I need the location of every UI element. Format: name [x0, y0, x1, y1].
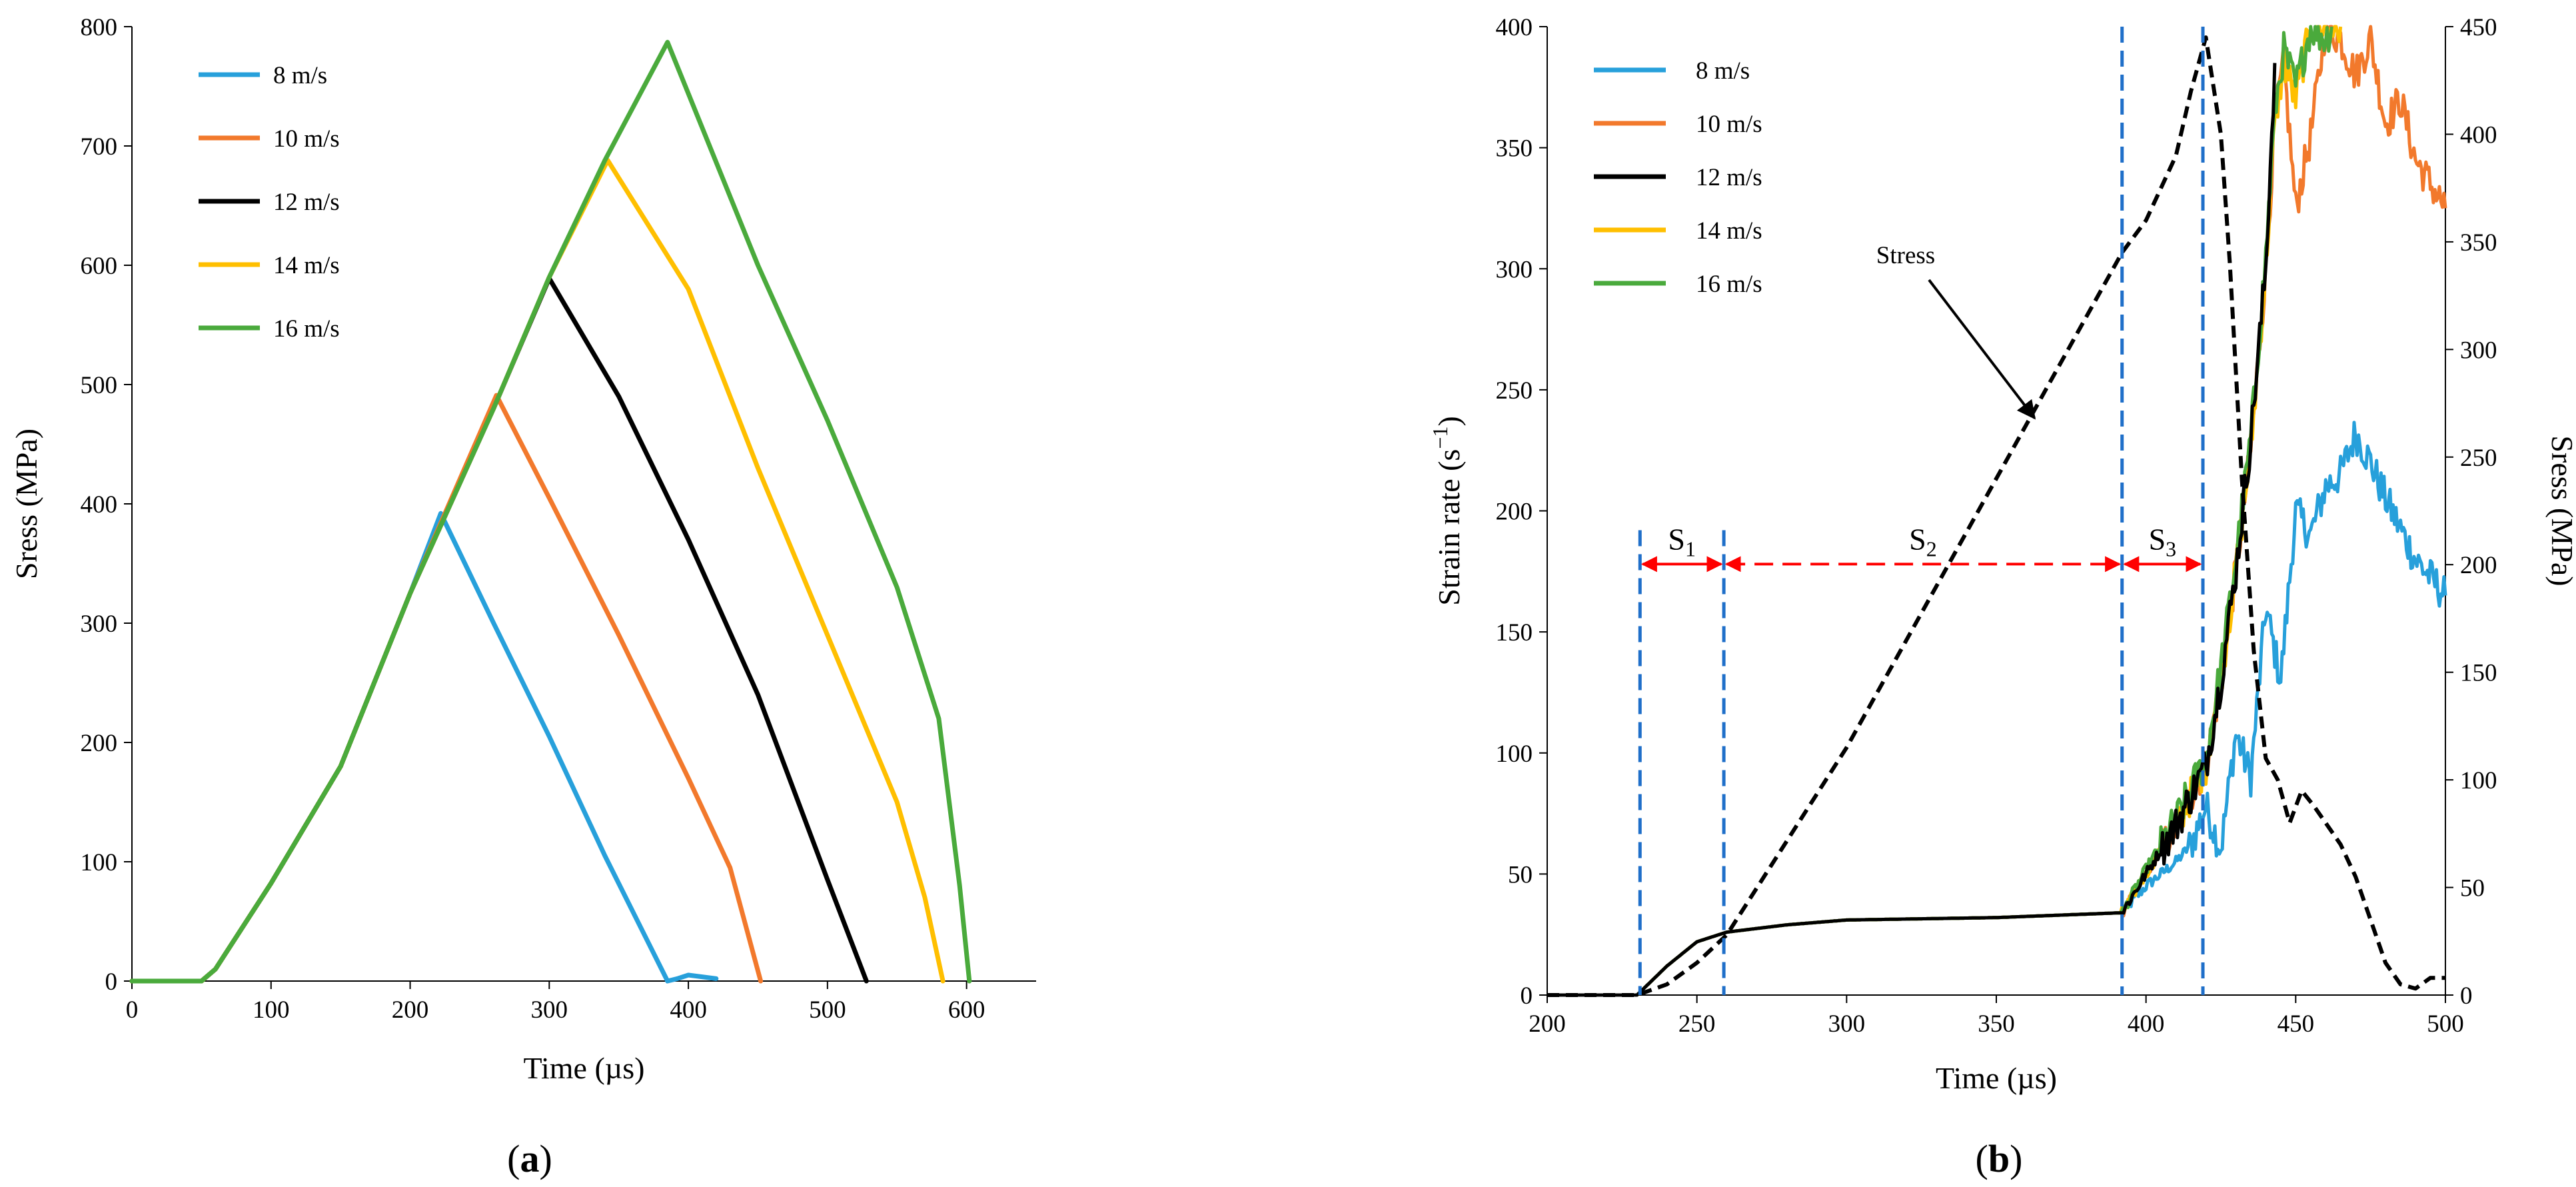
chart-b-y-tick-label: 0 — [1521, 982, 1533, 1010]
chart-a-series-line-4 — [129, 39, 972, 984]
chart-a-panel-letter: a — [520, 1137, 540, 1180]
chart-b-y-axis-label-sup: −1 — [1428, 427, 1452, 449]
chart-a-y-tick-label: 200 — [81, 730, 118, 757]
chart-a-x-tick-label: 500 — [809, 996, 846, 1024]
chart-b-y2-tick-label: 400 — [2460, 121, 2497, 149]
chart-b-y-tick-label: 150 — [1496, 619, 1533, 646]
chart-a-panel-label: (a) — [507, 1137, 552, 1180]
chart-b-y-axis-label-text: Strain rate (s — [1432, 449, 1466, 606]
chart-b-y2-tick-label: 200 — [2460, 552, 2497, 579]
chart-b-legend-label: 14 m/s — [1696, 217, 1762, 245]
chart-b-legend-label: 10 m/s — [1696, 111, 1762, 138]
chart-a-series — [129, 39, 972, 984]
chart-b-y-axis-label: Strain rate (s−1) — [1428, 416, 1466, 605]
chart-b-x-tick-label: 250 — [1678, 1010, 1716, 1038]
chart-b-legend-label: 12 m/s — [1696, 164, 1762, 191]
chart-b-phase-label: S1 — [1668, 522, 1696, 561]
chart-a-x-tick-label: 300 — [531, 996, 568, 1024]
chart-b-phase-label: S2 — [1909, 522, 1937, 561]
chart-b-y2-tick-label: 300 — [2460, 337, 2497, 364]
chart-a-legend: 8 m/s 10 m/s 12 m/s 14 m/s 16 m/s — [199, 62, 340, 343]
chart-b-y2-tick-label: 100 — [2460, 767, 2497, 794]
chart-b-y2-tick-label: 0 — [2460, 982, 2473, 1010]
chart-b-y-tick-label: 250 — [1496, 377, 1533, 405]
chart-a-y-tick-label: 100 — [81, 849, 118, 876]
chart-b-y-tick-label: 300 — [1496, 256, 1533, 283]
chart-b-x-tick-label: 450 — [2277, 1010, 2315, 1038]
chart-a-legend-label: 8 m/s — [273, 62, 327, 89]
chart-a-x-axis-label: Time (µs) — [523, 1051, 644, 1085]
chart-a-series-line-1 — [129, 393, 764, 984]
chart-a-y-tick-label: 300 — [81, 610, 118, 638]
chart-b-stress-label: Stress — [1876, 242, 1935, 269]
chart-b-x-tick-label: 500 — [2427, 1010, 2464, 1038]
chart-a-x-tick-label: 600 — [948, 996, 985, 1024]
chart-a-series-line-0 — [129, 511, 719, 984]
chart-b-phase-label-sub: 1 — [1685, 537, 1696, 561]
chart-b-y-axis-label-close: ) — [1432, 416, 1466, 426]
chart-b-x-tick-label: 350 — [1978, 1010, 2015, 1038]
chart-a-legend-label: 14 m/s — [273, 252, 340, 279]
chart-b-phase-label-letter: S — [1909, 522, 1926, 556]
chart-a-y-tick-label: 500 — [81, 372, 118, 399]
chart-a-x-tick-label: 400 — [670, 996, 707, 1024]
chart-b-y-tick-label: 350 — [1496, 135, 1533, 163]
chart-b-legend-label: 8 m/s — [1696, 57, 1750, 85]
chart-b-stress-arrow — [1928, 279, 2036, 420]
chart-b-stress-curve — [1547, 35, 2445, 997]
chart-b-phase-label-letter: S — [1668, 522, 1685, 556]
chart-b-y2-tick-label: 150 — [2460, 660, 2497, 687]
chart-b-x-tick-label: 300 — [1828, 1010, 1866, 1038]
chart-a-x-tick-label: 0 — [126, 996, 139, 1024]
chart-b-panel-label: (b) — [1976, 1137, 2023, 1180]
chart-b-y2-tick-label: 250 — [2460, 445, 2497, 472]
chart-b-legend: 8 m/s 10 m/s 12 m/s 14 m/s 16 m/s — [1594, 57, 1762, 298]
chart-b-axes: 200 250 300 350 400 450 5000501001502002503003… — [1496, 14, 2497, 1038]
chart-b-x-tick-label: 400 — [2128, 1010, 2165, 1038]
chart-b-phase-label-sub: 2 — [1926, 537, 1937, 561]
chart-b-series-line-4 — [1547, 25, 2333, 997]
chart-a-y-tick-label: 800 — [81, 14, 118, 41]
chart-b-x-axis-label: Time (µs) — [1936, 1061, 2057, 1095]
chart-b-phase-label-sub: 3 — [2166, 537, 2176, 561]
chart-b-y2-tick-label: 350 — [2460, 229, 2497, 257]
chart-a-x-tick-label: 200 — [392, 996, 429, 1024]
chart-b-y-tick-label: 200 — [1496, 499, 1533, 526]
chart-b: 200 250 300 350 400 450 5000501001502002503003… — [1428, 14, 2576, 1180]
chart-a-legend-label: 16 m/s — [273, 315, 340, 343]
chart-b-series-line-0 — [1547, 421, 2447, 997]
chart-b-series-line-2 — [1547, 63, 2277, 997]
chart-a-y-tick-label: 600 — [81, 253, 118, 280]
chart-b-legend-label: 16 m/s — [1696, 271, 1762, 298]
chart-b-y-tick-label: 100 — [1496, 740, 1533, 768]
chart-b-panel-letter: b — [1988, 1137, 2010, 1180]
chart-b-phase-label-letter: S — [2149, 522, 2166, 556]
chart-b-series-line-1 — [1547, 25, 2447, 997]
chart-a-y-tick-label: 0 — [105, 968, 118, 996]
chart-b-y2-axis-label: Sress (MPa) — [2545, 435, 2576, 586]
chart-a-axes: 0 100 200 300 400 500 600 0 100 200 300 400 500 600 70… — [81, 14, 1036, 1024]
chart-b-y2-tick-label: 450 — [2460, 14, 2497, 41]
chart-b-x-tick-label: 200 — [1529, 1010, 1566, 1038]
chart-b-y-tick-label: 50 — [1508, 861, 1533, 888]
chart-b-phase-label: S3 — [2149, 522, 2177, 561]
chart-a-legend-label: 12 m/s — [273, 189, 340, 216]
chart-a-y-axis-label: Sress (MPa) — [9, 429, 43, 579]
chart-a-x-tick-label: 100 — [253, 996, 290, 1024]
chart-a: 0 100 200 300 400 500 600 0 100 200 300 400 500 600 70… — [9, 14, 1036, 1180]
chart-b-y2-tick-label: 50 — [2460, 875, 2485, 902]
chart-b-series — [1547, 25, 2447, 997]
chart-b-y-tick-label: 400 — [1496, 14, 1533, 41]
chart-a-legend-label: 10 m/s — [273, 125, 340, 153]
chart-a-y-tick-label: 400 — [81, 491, 118, 519]
chart-a-y-tick-label: 700 — [81, 133, 118, 161]
